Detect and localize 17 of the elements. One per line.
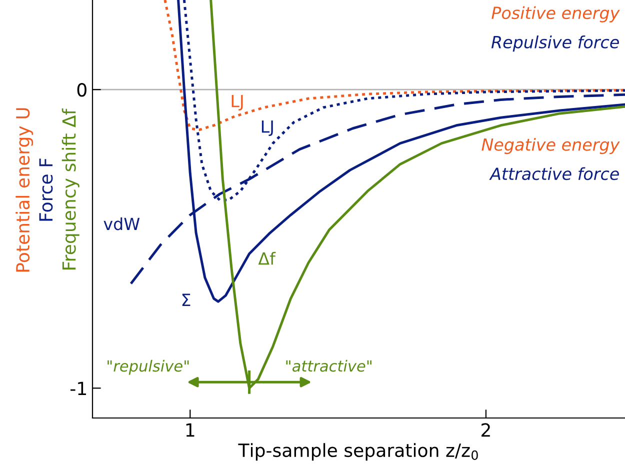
x-tick-label: 2: [482, 423, 490, 437]
series-label: LJ: [232, 95, 243, 110]
series-label: Σ: [182, 294, 190, 306]
annotation: Repulsive force: [491, 36, 619, 52]
annotation: Negative energy: [482, 138, 620, 154]
x-tick-label: 1: [186, 423, 194, 437]
y-tick-label: 0: [77, 83, 86, 97]
annotation: "attractive": [286, 360, 372, 372]
annotation: Positive energy: [492, 6, 620, 22]
series-label: vdW: [104, 217, 140, 230]
x-axis-title: Tip-sample separation z/z$_{0}$: [238, 443, 478, 461]
series-label: LJ: [262, 120, 273, 136]
series-label: Δf: [258, 252, 276, 265]
y-axis-title: Potential energy U Force F Frequency shift Δf: [16, 108, 80, 272]
annotation: "repulsive": [108, 360, 189, 375]
annotation: Attractive force: [489, 167, 619, 180]
y-tick-label: -1: [70, 382, 86, 396]
